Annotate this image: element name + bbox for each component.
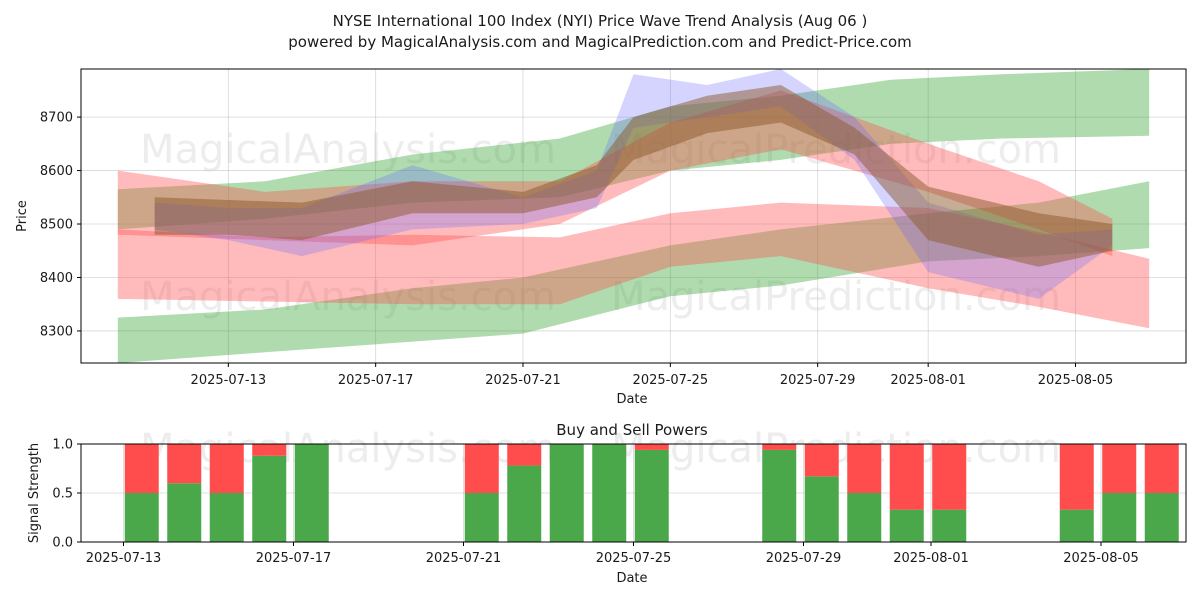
sell-bar bbox=[167, 444, 202, 484]
watermark-prediction-bottom: MagicalPrediction.com bbox=[611, 274, 1061, 320]
power-y-ticks: 0.0 0.5 1.0 bbox=[52, 438, 81, 551]
power-x-tick-label: 2025-08-05 bbox=[1063, 551, 1139, 566]
price-bands bbox=[117, 69, 1150, 363]
power-y-tick-label: 0.5 bbox=[52, 487, 73, 502]
buy-bar bbox=[549, 444, 584, 542]
price-x-ticks: 2025-07-13 2025-07-17 2025-07-21 2025-07-25… bbox=[191, 363, 1114, 388]
sell-bar bbox=[1059, 444, 1094, 510]
price-x-tick-label: 2025-07-25 bbox=[633, 373, 709, 388]
green-lower-band bbox=[117, 181, 1150, 363]
buy-bar bbox=[294, 444, 329, 542]
price-y-tick-label: 8700 bbox=[40, 111, 73, 126]
watermark-analysis-top: MagicalAnalysis.com bbox=[140, 127, 556, 173]
price-y-tick-label: 8600 bbox=[40, 164, 73, 179]
sell-bar bbox=[847, 444, 882, 493]
price-x-tick-label: 2025-08-05 bbox=[1038, 373, 1114, 388]
price-y-tick-label: 8500 bbox=[40, 218, 73, 233]
buy-bar bbox=[124, 493, 159, 542]
power-x-tick-label: 2025-07-29 bbox=[766, 551, 842, 566]
buy-bar bbox=[889, 509, 924, 542]
chart-title-line1: NYSE International 100 Index (NYI) Price… bbox=[333, 12, 868, 30]
buy-bar bbox=[1059, 509, 1094, 542]
power-x-axis-label: Date bbox=[616, 571, 647, 586]
watermark-analysis-bottom: MagicalAnalysis.com bbox=[140, 274, 556, 320]
sell-bar bbox=[932, 444, 967, 510]
buy-bar bbox=[252, 455, 287, 542]
power-x-tick-label: 2025-08-01 bbox=[893, 551, 969, 566]
buy-bar bbox=[804, 476, 839, 542]
buy-bar bbox=[847, 493, 882, 542]
sell-bar bbox=[889, 444, 924, 510]
buy-bar bbox=[1102, 493, 1137, 542]
price-x-tick-label: 2025-07-21 bbox=[485, 373, 561, 388]
price-plot-frame bbox=[80, 68, 1187, 364]
buy-bar bbox=[507, 465, 542, 542]
sell-bar bbox=[124, 444, 159, 493]
buy-bar bbox=[634, 449, 669, 542]
power-bars bbox=[124, 444, 1179, 542]
sell-bar bbox=[804, 444, 839, 477]
price-y-ticks: 8300 8400 8500 8600 8700 bbox=[40, 111, 81, 339]
buy-bar bbox=[592, 444, 627, 542]
sell-bar bbox=[252, 444, 287, 456]
sell-bar bbox=[507, 444, 542, 466]
power-chart: Buy and Sell Powers MagicalAnalysis.com … bbox=[27, 421, 1187, 586]
sell-bar bbox=[1144, 444, 1179, 493]
power-x-tick-label: 2025-07-21 bbox=[426, 551, 502, 566]
price-x-tick-label: 2025-07-17 bbox=[338, 373, 414, 388]
power-chart-title: Buy and Sell Powers bbox=[556, 421, 708, 439]
buy-bar bbox=[464, 493, 499, 542]
buy-bar bbox=[932, 509, 967, 542]
brown-consensus-band bbox=[154, 85, 1113, 267]
price-x-tick-label: 2025-08-01 bbox=[890, 373, 966, 388]
buy-bar bbox=[209, 493, 244, 542]
sell-bar bbox=[634, 444, 669, 450]
power-y-tick-label: 1.0 bbox=[52, 438, 73, 453]
sell-bar bbox=[464, 444, 499, 493]
power-y-tick-label: 0.0 bbox=[52, 536, 73, 551]
price-chart: MagicalAnalysis.com MagicalPrediction.co… bbox=[15, 68, 1187, 407]
price-x-tick-label: 2025-07-13 bbox=[191, 373, 267, 388]
price-y-tick-label: 8300 bbox=[40, 324, 73, 339]
buy-bar bbox=[762, 449, 797, 542]
sell-bar bbox=[1102, 444, 1137, 493]
red-lower-band bbox=[117, 202, 1150, 329]
price-y-tick-label: 8400 bbox=[40, 271, 73, 286]
power-y-axis-label: Signal Strength bbox=[27, 443, 42, 543]
price-x-axis-label: Date bbox=[616, 392, 647, 407]
price-x-tick-label: 2025-07-29 bbox=[780, 373, 856, 388]
power-x-tick-label: 2025-07-13 bbox=[86, 551, 162, 566]
power-x-tick-label: 2025-07-17 bbox=[256, 551, 332, 566]
buy-bar bbox=[167, 483, 202, 542]
power-x-ticks: 2025-07-13 2025-07-17 2025-07-21 2025-07-25… bbox=[86, 542, 1139, 566]
power-x-tick-label: 2025-07-25 bbox=[596, 551, 672, 566]
sell-bar bbox=[762, 444, 797, 450]
blue-wave-band bbox=[154, 69, 1113, 299]
chart-title-line2: powered by MagicalAnalysis.com and Magic… bbox=[288, 33, 912, 51]
buy-bar bbox=[1144, 493, 1179, 542]
sell-bar bbox=[209, 444, 244, 493]
price-y-axis-label: Price bbox=[15, 200, 30, 232]
